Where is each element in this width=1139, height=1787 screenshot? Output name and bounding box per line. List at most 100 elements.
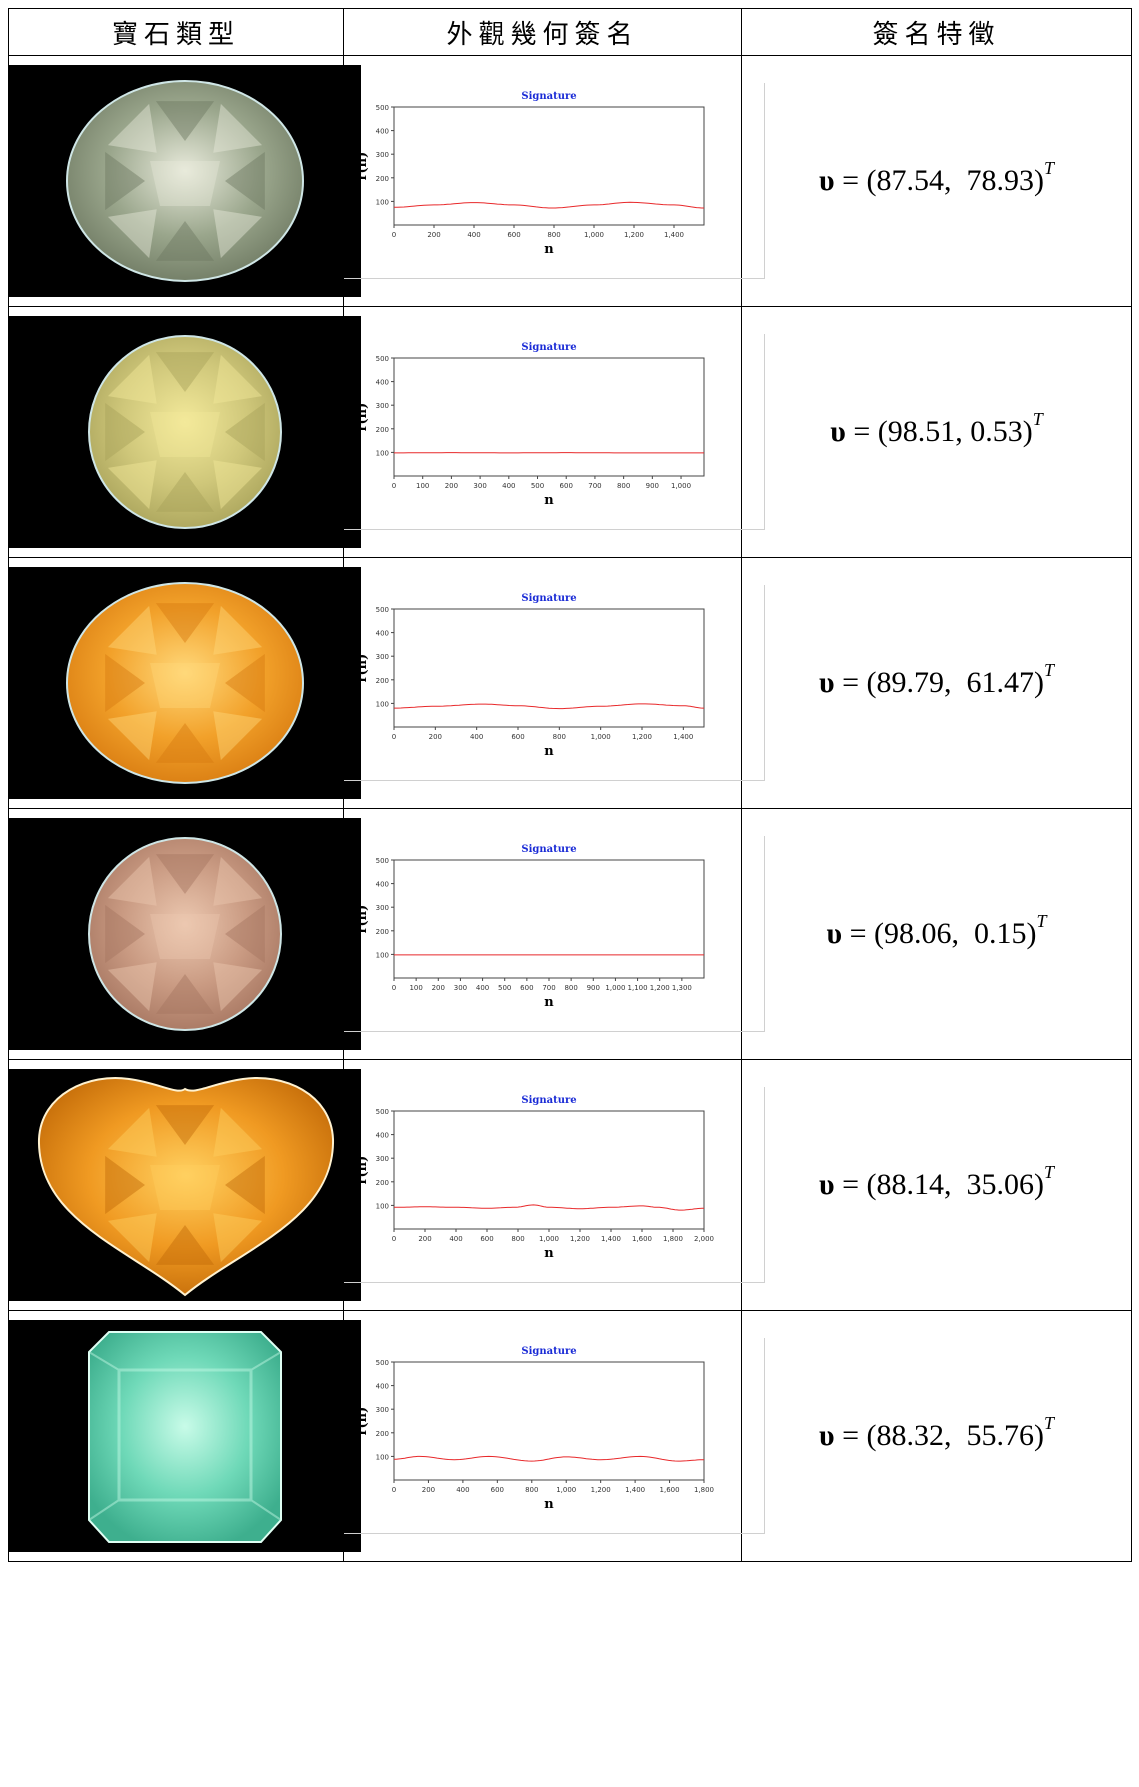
gem-photo — [9, 316, 361, 548]
signature-chart-cell: Signature 100 200 300 400 500 r(n) 0 100 200 300 40… — [343, 306, 765, 558]
x-tick-label: 200 — [418, 1235, 431, 1243]
x-tick-label: 1,000 — [671, 482, 691, 490]
y-tick-label: 400 — [376, 1132, 389, 1140]
feature-cell: υ = (87.54, 78.93)T — [741, 55, 1132, 307]
x-tick-label: 800 — [617, 482, 630, 490]
table-row: Signature 100 200 300 400 500 r(n) 0 100 200 300 40… — [8, 306, 1132, 558]
signature-line — [394, 1455, 704, 1462]
header-gem-type: 寶石類型 — [8, 8, 344, 56]
x-axis-label: n — [544, 493, 554, 508]
feature-cell: υ = (88.32, 55.76)T — [741, 1310, 1132, 1562]
chart-title: Signature — [521, 91, 576, 102]
y-tick-label: 300 — [376, 151, 389, 159]
signature-chart: Signature 100 200 300 400 500 r(n) 0 100 200 300 40… — [344, 334, 765, 530]
y-tick-label: 200 — [376, 426, 389, 434]
header-signature-feature: 簽名特徵 — [741, 8, 1132, 56]
y-tick-label: 100 — [376, 951, 389, 959]
gem-image-cell — [8, 808, 361, 1060]
signature-chart-cell: Signature 100 200 300 400 500 r(n) 0 200 400 600 80… — [343, 1059, 765, 1311]
y-tick-label: 300 — [376, 402, 389, 410]
gemstone-outline — [66, 582, 304, 784]
feature-vector: υ = (98.06, 0.15)T — [827, 911, 1047, 950]
gem-photo — [9, 818, 361, 1050]
plot-area — [393, 1110, 705, 1230]
signature-chart: Signature 100 200 300 400 500 r(n) 0 200 400 600 80… — [344, 1338, 765, 1534]
feature-vector: υ = (89.79, 61.47)T — [819, 660, 1054, 699]
y-tick-label: 400 — [376, 128, 389, 136]
x-tick-label: 1,000 — [556, 1486, 576, 1494]
signature-chart: Signature 100 200 300 400 500 r(n) 0 200 400 600 80… — [344, 1087, 765, 1283]
header-geometric-signature: 外觀幾何簽名 — [343, 8, 742, 56]
x-tick-label: 900 — [587, 984, 600, 992]
x-tick-label: 2,000 — [694, 1235, 714, 1243]
feature-value: (98.51, 0.53) — [877, 415, 1033, 448]
x-tick-label: 400 — [449, 1235, 462, 1243]
signature-chart-cell: Signature 100 200 300 400 500 r(n) 0 200 400 600 80… — [343, 1310, 765, 1562]
x-tick-label: 0 — [392, 733, 396, 741]
plot-area — [393, 1361, 705, 1481]
y-tick-label: 500 — [376, 355, 389, 363]
x-tick-label: 800 — [525, 1486, 538, 1494]
x-tick-label: 0 — [392, 231, 396, 239]
y-tick-label: 300 — [376, 1406, 389, 1414]
x-tick-label: 200 — [427, 231, 440, 239]
x-tick-label: 200 — [422, 1486, 435, 1494]
gem-photo — [9, 1069, 361, 1301]
chart-title: Signature — [521, 342, 576, 353]
x-tick-label: 800 — [564, 984, 577, 992]
x-axis-label: n — [544, 242, 554, 257]
gem-image-cell — [8, 306, 361, 558]
x-tick-label: 1,200 — [650, 984, 670, 992]
x-tick-label: 1,100 — [628, 984, 648, 992]
feature-symbol: υ — [819, 666, 835, 699]
y-tick-label: 100 — [376, 198, 389, 206]
transpose-superscript: T — [1036, 911, 1047, 931]
signature-line — [394, 703, 704, 710]
y-tick-label: 500 — [376, 857, 389, 865]
x-tick-label: 200 — [445, 482, 458, 490]
gem-signature-table: 寶石類型 外觀幾何簽名 簽名特徵 Signature 100 200 300 400 50… — [8, 8, 1132, 1562]
x-tick-label: 1,000 — [605, 984, 625, 992]
y-tick-label: 400 — [376, 1383, 389, 1391]
x-tick-label: 800 — [553, 733, 566, 741]
feature-value: (98.06, 0.15) — [874, 917, 1037, 950]
signature-line — [394, 1204, 705, 1211]
equals-sign: = — [845, 415, 878, 448]
gem-facets — [88, 1351, 282, 1521]
y-tick-label: 500 — [376, 606, 389, 614]
x-tick-label: 1,600 — [632, 1235, 652, 1243]
x-tick-label: 1,000 — [591, 733, 611, 741]
x-tick-label: 0 — [392, 482, 396, 490]
x-axis-label: n — [544, 1246, 554, 1261]
gem-facets — [105, 352, 265, 512]
y-tick-label: 300 — [376, 904, 389, 912]
feature-vector: υ = (88.14, 35.06)T — [819, 1162, 1054, 1201]
y-tick-label: 500 — [376, 1108, 389, 1116]
signature-chart-cell: Signature 100 200 300 400 500 r(n) 0 100 200 300 40… — [343, 808, 765, 1060]
x-tick-label: 300 — [454, 984, 467, 992]
x-tick-label: 0 — [392, 1486, 396, 1494]
x-tick-label: 800 — [511, 1235, 524, 1243]
feature-vector: υ = (88.32, 55.76)T — [819, 1413, 1054, 1452]
y-tick-label: 400 — [376, 379, 389, 387]
y-tick-label: 100 — [376, 1202, 389, 1210]
table-row: Signature 100 200 300 400 500 r(n) 0 200 400 600 80… — [8, 55, 1132, 307]
x-tick-label: 1,200 — [591, 1486, 611, 1494]
transpose-superscript: T — [1043, 1162, 1054, 1182]
plot-area — [393, 106, 705, 226]
header-row: 寶石類型 外觀幾何簽名 簽名特徵 — [8, 8, 1132, 56]
x-tick-label: 600 — [511, 733, 524, 741]
y-tick-label: 400 — [376, 881, 389, 889]
x-tick-label: 300 — [473, 482, 486, 490]
feature-cell: υ = (89.79, 61.47)T — [741, 557, 1132, 809]
y-tick-label: 500 — [376, 104, 389, 112]
x-tick-label: 600 — [480, 1235, 493, 1243]
gem-facets — [105, 1105, 265, 1265]
x-tick-label: 800 — [547, 231, 560, 239]
table-row: Signature 100 200 300 400 500 r(n) 0 200 400 600 80… — [8, 1310, 1132, 1562]
gemstone-outline — [66, 80, 304, 282]
signature-chart: Signature 100 200 300 400 500 r(n) 0 100 200 300 40… — [344, 836, 765, 1032]
feature-value: (89.79, 61.47) — [866, 666, 1044, 699]
gem-facets — [105, 101, 265, 261]
gem-photo — [9, 1320, 361, 1552]
